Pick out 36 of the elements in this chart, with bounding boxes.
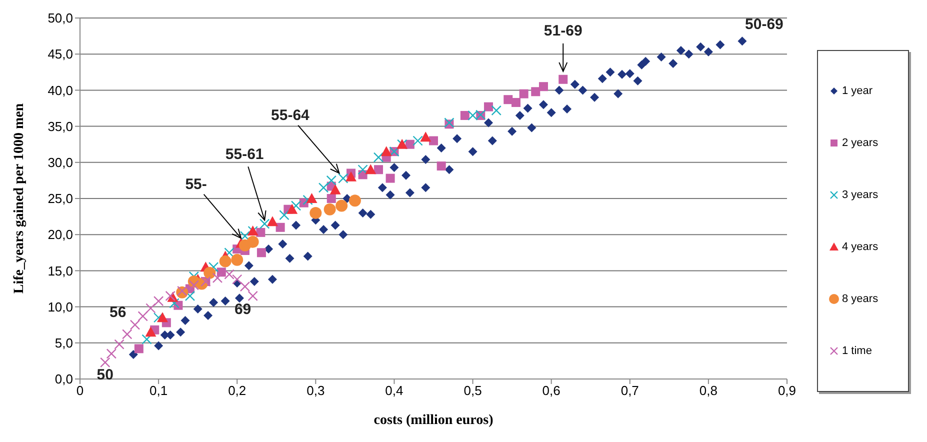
x-tick-label: 0,8	[699, 383, 718, 398]
y-tick-label: 35,0	[48, 118, 73, 134]
legend-label: 4 years	[842, 241, 878, 253]
y-tick-label: 45,0	[48, 46, 73, 62]
annotation: 50	[96, 366, 114, 384]
y-tick-label: 30,0	[48, 155, 73, 170]
annotation: 55-61	[225, 146, 264, 164]
x-tick-label: 0,4	[385, 383, 404, 398]
annotation: 55-64	[271, 107, 310, 124]
x-tick-label: 0,1	[150, 383, 168, 398]
x-tick-label: 0,9	[778, 383, 796, 398]
x-tick-label: 0,7	[620, 383, 639, 398]
x-tick-label: 0,3	[306, 383, 325, 398]
y-tick-label: 25,0	[48, 191, 73, 206]
annotation: 50-69	[745, 16, 784, 34]
legend-label: 2 years	[842, 137, 878, 149]
legend-label: 1 time	[842, 345, 872, 357]
x-tick-label: 0,6	[542, 383, 560, 398]
x-tick-label: 0,5	[464, 383, 482, 398]
y-tick-label: 40,0	[48, 82, 73, 98]
x-axis-title: costs (million euros)	[374, 413, 494, 428]
y-tick-label: 5,0	[54, 336, 73, 351]
annotation: 56	[110, 304, 126, 322]
x-tick-label: 0,2	[228, 383, 246, 398]
y-axis-title: Life_years gained per 1000 men	[12, 103, 27, 294]
y-tick-label: 10,0	[48, 299, 73, 314]
legend-label: 1 year	[842, 85, 873, 97]
legend-label: 8 years	[842, 293, 878, 305]
y-tick-label: 15,0	[48, 263, 73, 278]
annotation: 51-69	[544, 22, 582, 40]
x-tick-label: 0	[76, 383, 84, 398]
y-tick-label: 0,0	[54, 372, 73, 387]
annotation: 55-	[185, 176, 207, 194]
y-tick-label: 20,0	[48, 227, 73, 242]
legend-label: 3 years	[842, 189, 878, 201]
y-tick-label: 50,0	[48, 10, 73, 26]
